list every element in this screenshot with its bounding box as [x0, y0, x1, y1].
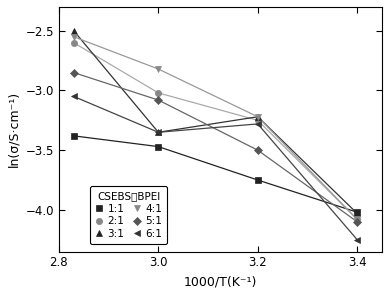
X-axis label: 1000/T(K⁻¹): 1000/T(K⁻¹) [184, 275, 257, 288]
Y-axis label: ln(σ/S·cm⁻¹): ln(σ/S·cm⁻¹) [7, 91, 20, 167]
Legend: 1:1, 2:1, 3:1, 4:1, 5:1, 6:1: 1:1, 2:1, 3:1, 4:1, 5:1, 6:1 [90, 186, 167, 244]
